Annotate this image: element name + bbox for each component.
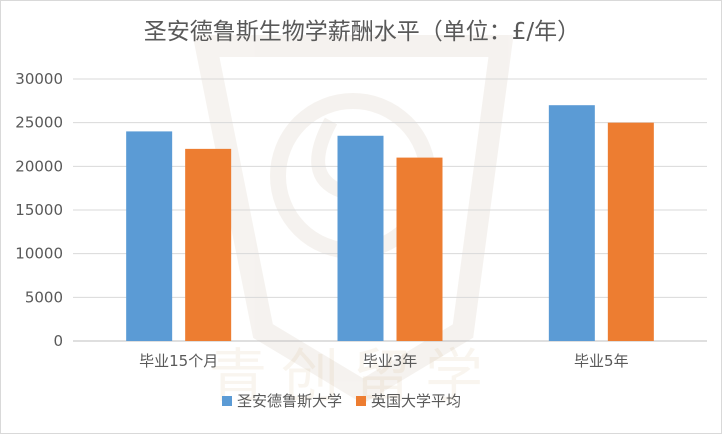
y-tick-label: 10000 — [15, 245, 63, 263]
x-tick-label: 毕业5年 — [574, 352, 629, 370]
y-axis: 0 5000 10000 15000 20000 25000 30000 — [15, 70, 63, 350]
x-tick-label: 毕业15个月 — [139, 352, 218, 370]
y-tick-label: 5000 — [25, 288, 63, 306]
y-tick-label: 25000 — [15, 114, 63, 132]
bar-英国大学平均-毕业15个月 — [185, 148, 232, 341]
chart-title: 圣安德鲁斯生物学薪酬水平（单位：£/年） — [144, 19, 580, 45]
bar-英国大学平均-毕业3年 — [396, 157, 443, 341]
y-tick-label: 15000 — [15, 201, 63, 219]
y-tick-label: 20000 — [15, 157, 63, 175]
bar-圣安德鲁斯大学-毕业15个月 — [126, 131, 173, 341]
y-tick-label: 30000 — [15, 70, 63, 88]
legend: 圣安德鲁斯大学 英国大学平均 — [222, 392, 461, 410]
legend-swatch — [222, 396, 232, 406]
legend-label: 英国大学平均 — [371, 392, 461, 410]
svg-text:青创留学: 青创留学 — [209, 342, 497, 410]
legend-label: 圣安德鲁斯大学 — [237, 392, 342, 410]
bars — [126, 105, 654, 342]
grid-lines — [73, 78, 707, 342]
x-tick-label: 毕业3年 — [363, 352, 418, 370]
x-axis: 毕业15个月 毕业3年 毕业5年 — [139, 352, 628, 370]
bar-圣安德鲁斯大学-毕业5年 — [548, 105, 595, 341]
watermark-text: 青创留学 — [209, 342, 497, 410]
legend-swatch — [356, 396, 366, 406]
y-tick-label: 0 — [53, 332, 63, 350]
bar-英国大学平均-毕业5年 — [607, 122, 654, 342]
bar-圣安德鲁斯大学-毕业3年 — [337, 135, 384, 341]
